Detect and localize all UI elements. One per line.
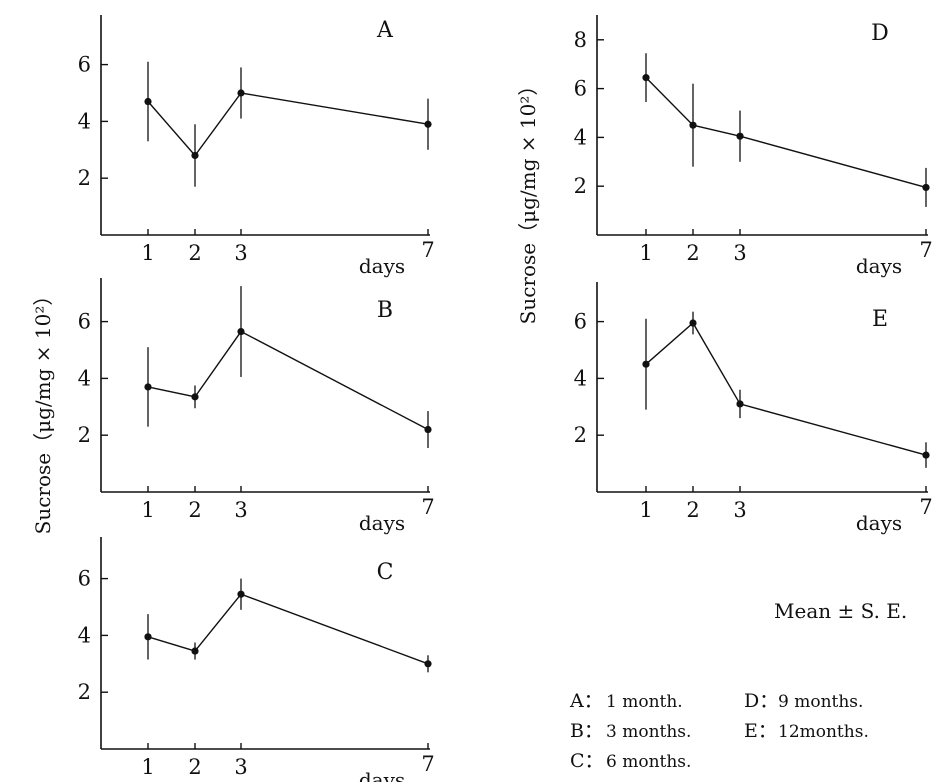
x-tick-label: 3 <box>234 241 247 265</box>
panel-e: 2 4 6 1 2 3 7 days E <box>574 282 932 535</box>
x-tick-label: 1 <box>141 241 154 265</box>
panel-d: 2 4 6 8 1 2 3 7 days D <box>574 15 932 278</box>
data-point <box>736 132 744 140</box>
x-tick-label: 3 <box>733 241 746 265</box>
y-tick-label: 6 <box>78 567 91 591</box>
data-point <box>922 183 930 192</box>
panel-c: 2 4 6 1 2 3 7 days C <box>78 537 435 782</box>
series-line <box>645 321 927 456</box>
series-line <box>147 92 429 157</box>
panel-letter: D <box>871 21 889 46</box>
data-point <box>144 633 152 641</box>
x-tick-label: 2 <box>188 498 201 522</box>
legend-key: D： <box>744 690 778 712</box>
y-tick-label: 2 <box>78 423 91 447</box>
panel-letter: C <box>377 560 394 585</box>
legend-text: 1 month. <box>606 692 683 712</box>
data-point <box>424 120 432 128</box>
series-line <box>645 77 927 189</box>
x-tick-label: 2 <box>686 498 699 522</box>
panel-letter: A <box>376 18 394 43</box>
data-point <box>424 425 432 434</box>
x-tick-label: 1 <box>141 755 154 779</box>
data-point <box>424 660 432 668</box>
data-point <box>191 151 199 160</box>
legend-text: 12months. <box>778 722 869 742</box>
data-point <box>237 327 245 336</box>
legend-key: C： <box>570 750 604 772</box>
data-point <box>689 121 697 129</box>
x-axis-label: days <box>359 511 405 535</box>
x-tick-label: 3 <box>234 755 247 779</box>
x-tick-label: 7 <box>421 238 434 262</box>
y-axis-label-left: Sucrose（μg/mg × 10²） <box>31 286 55 535</box>
x-tick-label: 7 <box>919 495 932 519</box>
data-point <box>237 89 245 97</box>
data-point <box>642 360 650 368</box>
x-tick-label: 3 <box>733 498 746 522</box>
series-line <box>147 593 429 665</box>
x-tick-label: 2 <box>188 755 201 779</box>
panel-letter: B <box>377 298 393 323</box>
y-tick-label: 2 <box>574 423 587 447</box>
panels: 2 4 6 1 2 3 7 days A 2 4 6 1 2 3 7 days B 2 4 6 1 2 3 7 days C 2 4 6 8… <box>78 15 932 782</box>
legend-key: E： <box>744 720 777 742</box>
data-point <box>191 647 199 655</box>
legend-text: 3 months. <box>606 722 691 742</box>
x-tick-label: 1 <box>639 498 652 522</box>
x-axis-label: days <box>359 254 405 278</box>
data-point <box>237 590 245 598</box>
data-point <box>689 319 697 327</box>
y-tick-label: 4 <box>574 125 587 149</box>
y-tick-label: 6 <box>574 77 587 101</box>
data-point <box>736 400 744 408</box>
x-axis-label: days <box>856 254 902 278</box>
y-tick-label: 6 <box>574 310 587 334</box>
y-tick-label: 8 <box>574 28 587 52</box>
panel-b: 2 4 6 1 2 3 7 days B <box>78 278 435 535</box>
x-tick-label: 3 <box>234 498 247 522</box>
legend-key: B： <box>570 720 603 742</box>
x-tick-label: 1 <box>639 241 652 265</box>
x-tick-label: 2 <box>686 241 699 265</box>
x-axis-label: days <box>856 511 902 535</box>
y-tick-label: 4 <box>78 623 91 647</box>
legend-text: 6 months. <box>606 752 691 772</box>
y-tick-label: 2 <box>574 174 587 198</box>
legend-text: 9 months. <box>778 692 863 712</box>
x-tick-label: 7 <box>421 752 434 776</box>
y-tick-label: 2 <box>78 680 91 704</box>
x-tick-label: 7 <box>919 238 932 262</box>
x-tick-label: 2 <box>188 241 201 265</box>
y-tick-label: 4 <box>78 109 91 133</box>
mean-se-note: Mean ± S. E. <box>774 599 907 623</box>
legend-key: A： <box>569 690 603 712</box>
y-axis-label-right: Sucrose（μg/mg × 10²） <box>516 76 540 325</box>
data-point <box>922 451 930 459</box>
data-point <box>144 97 152 106</box>
y-tick-label: 6 <box>78 53 91 77</box>
y-tick-label: 4 <box>574 366 587 390</box>
x-axis-label: days <box>359 768 405 782</box>
y-tick-label: 4 <box>78 366 91 390</box>
x-tick-label: 7 <box>421 495 434 519</box>
panel-a: 2 4 6 1 2 3 7 days A <box>78 15 435 278</box>
data-point <box>144 383 152 391</box>
y-tick-label: 6 <box>78 310 91 334</box>
series-line <box>147 330 429 431</box>
y-tick-label: 2 <box>78 166 91 190</box>
legend: A： 1 month. D： 9 months. B： 3 months. E： 12mont… <box>569 690 869 772</box>
panel-letter: E <box>872 307 888 332</box>
data-point <box>642 74 650 82</box>
data-point <box>191 393 199 401</box>
x-tick-label: 1 <box>141 498 154 522</box>
